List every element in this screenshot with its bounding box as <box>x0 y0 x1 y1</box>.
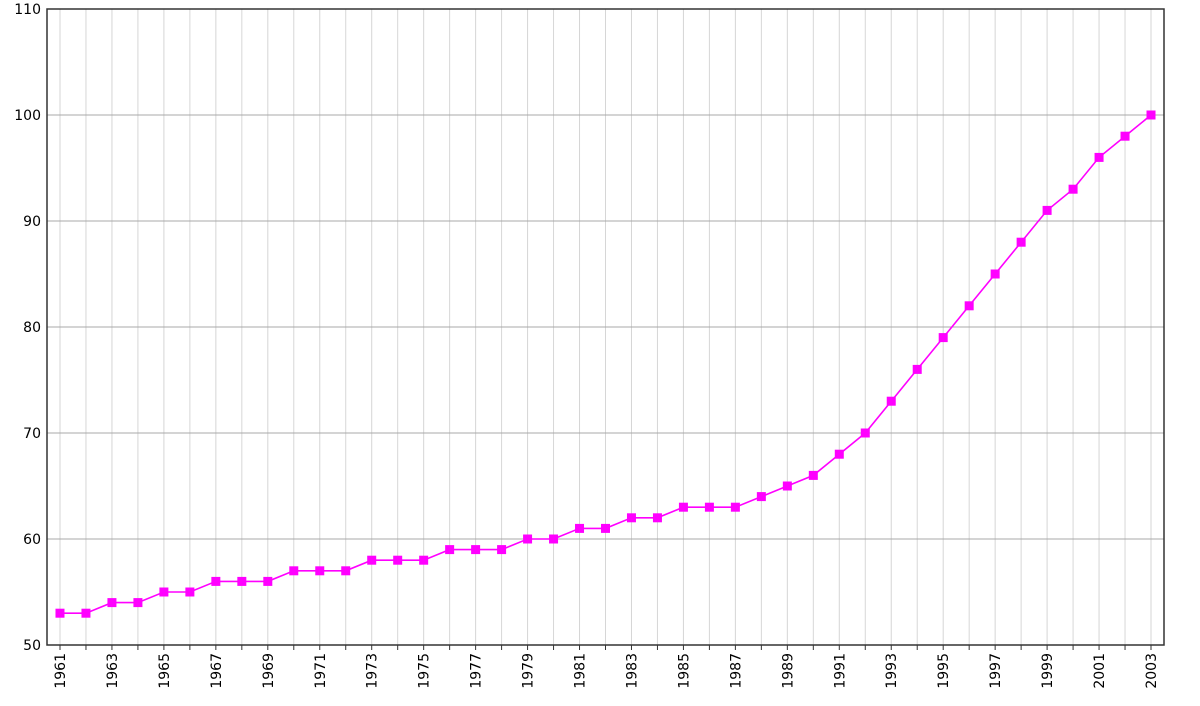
data-point-marker <box>782 481 792 491</box>
x-tick-label: 1989 <box>780 653 796 689</box>
data-point-marker <box>497 545 507 555</box>
data-point-marker <box>990 269 1000 279</box>
data-point-marker <box>419 555 429 565</box>
x-tick-label: 1965 <box>157 653 173 689</box>
data-point-marker <box>1146 110 1156 120</box>
data-point-marker <box>55 608 65 618</box>
data-point-marker <box>393 555 403 565</box>
data-point-marker <box>1120 131 1130 141</box>
data-point-marker <box>81 608 91 618</box>
x-tick-label: 1997 <box>988 653 1004 689</box>
data-point-marker <box>860 428 870 438</box>
data-point-marker <box>445 545 455 555</box>
x-tick-label: 1981 <box>573 653 589 689</box>
data-point-marker <box>1094 152 1104 162</box>
data-point-marker <box>652 513 662 523</box>
x-tick-label: 1987 <box>728 653 744 689</box>
data-point-marker <box>964 301 974 311</box>
data-point-marker <box>834 449 844 459</box>
data-point-marker <box>549 534 559 544</box>
y-tick-label: 70 <box>23 426 41 442</box>
y-tick-label: 50 <box>23 638 41 654</box>
data-point-marker <box>601 523 610 533</box>
y-tick-label: 60 <box>23 532 41 548</box>
tick-labels: 50 60 70 80 90 100 110 1961 1963 1965 1967 1969 1971… <box>14 2 1160 689</box>
data-point-marker <box>315 566 325 576</box>
data-point-marker <box>185 587 195 597</box>
data-point-marker <box>367 555 377 565</box>
data-point-marker <box>626 513 636 523</box>
x-tick-label: 1975 <box>417 653 433 689</box>
data-point-marker <box>575 523 585 533</box>
y-tick-label: 90 <box>23 214 41 230</box>
x-tick-label: 2003 <box>1144 653 1160 689</box>
x-tick-label: 1995 <box>936 653 952 689</box>
x-tick-label: 1979 <box>521 653 537 689</box>
data-point-marker <box>678 502 688 512</box>
x-tick-label: 1961 <box>53 653 69 689</box>
data-point-marker <box>1068 184 1078 194</box>
y-tick-label: 110 <box>14 2 41 18</box>
data-point-marker <box>211 576 221 586</box>
y-tick-label: 80 <box>23 320 41 336</box>
x-tick-label: 1977 <box>469 653 485 689</box>
data-series <box>55 110 1156 618</box>
data-point-marker <box>159 587 169 597</box>
x-tick-label: 2001 <box>1092 653 1108 689</box>
x-tick-label: 1985 <box>676 653 692 689</box>
data-point-marker <box>756 492 766 502</box>
data-point-marker <box>289 566 299 576</box>
data-point-marker <box>523 534 533 544</box>
data-point-marker <box>730 502 740 512</box>
x-tick-label: 1967 <box>209 653 225 689</box>
data-point-marker <box>938 333 948 343</box>
data-point-marker <box>471 545 481 555</box>
x-tick-label: 1991 <box>832 653 848 689</box>
x-tick-label: 1969 <box>261 653 277 689</box>
data-point-marker <box>1042 205 1052 215</box>
x-tick-label: 1971 <box>313 653 329 689</box>
data-point-marker <box>263 576 273 586</box>
data-point-marker <box>341 566 351 576</box>
x-tick-label: 1983 <box>624 653 640 689</box>
x-tick-label: 1999 <box>1040 653 1056 689</box>
x-tick-label: 1993 <box>884 653 900 689</box>
y-tick-label: 100 <box>14 108 41 124</box>
x-tick-label: 1973 <box>365 653 381 689</box>
x-tick-label: 1963 <box>105 653 121 689</box>
data-point-marker <box>133 598 143 608</box>
axes <box>46 8 1165 650</box>
data-point-marker <box>1016 237 1026 247</box>
data-point-marker <box>107 598 117 608</box>
data-point-marker <box>237 576 247 586</box>
data-point-marker <box>886 396 896 406</box>
data-point-marker <box>912 364 922 374</box>
data-point-marker <box>808 470 818 480</box>
data-point-marker <box>704 502 714 512</box>
